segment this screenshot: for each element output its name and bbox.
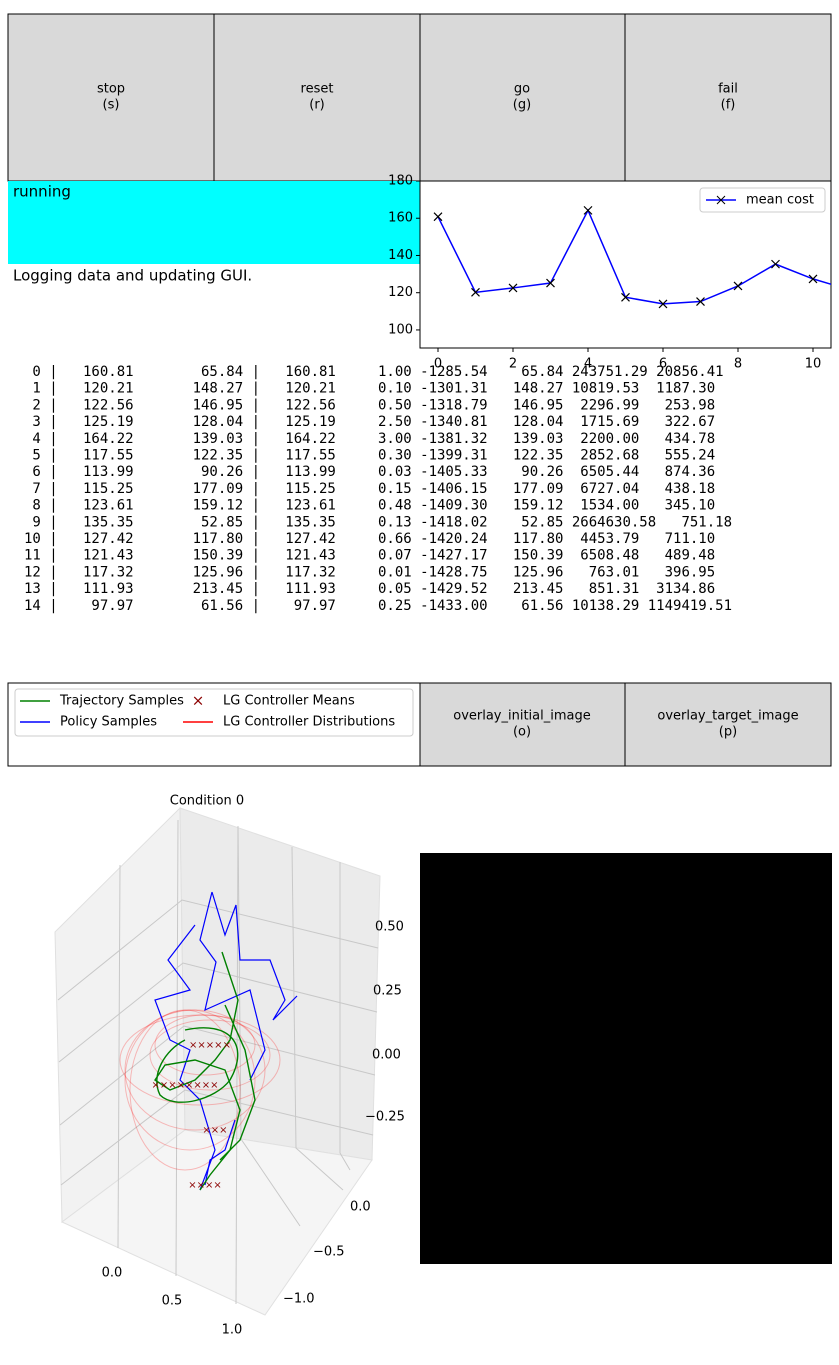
go-button[interactable]: go (g) bbox=[419, 13, 626, 182]
y-tick-label: 180 bbox=[388, 174, 413, 189]
cost-marker bbox=[471, 287, 480, 297]
status-box bbox=[8, 181, 420, 264]
button-key: (o) bbox=[513, 725, 531, 740]
table-row: 9 | 135.35 52.85 | 135.35 0.13 -1418.02 … bbox=[24, 514, 732, 530]
cost-marker bbox=[771, 259, 780, 269]
fail-button[interactable]: fail (f) bbox=[624, 13, 832, 182]
cost-marker bbox=[733, 281, 743, 291]
button-label: fail bbox=[718, 82, 738, 97]
table-row: 0 | 160.81 65.84 | 160.81 1.00 -1285.54 … bbox=[24, 364, 724, 380]
reset-button[interactable]: reset (r) bbox=[213, 13, 421, 182]
y-tick-label: 0.0 bbox=[350, 1200, 371, 1215]
x-tick-label: 2 bbox=[509, 357, 517, 372]
svg-text:×××: ××× bbox=[202, 1125, 227, 1136]
stop-button[interactable]: stop (s) bbox=[7, 13, 215, 182]
y-tick-label: 140 bbox=[388, 248, 413, 263]
button-label: overlay_initial_image bbox=[453, 709, 591, 724]
z-tick-label: −0.25 bbox=[365, 1110, 405, 1125]
cost-marker bbox=[658, 299, 668, 309]
legend-marker: × bbox=[192, 692, 205, 710]
table-row: 5 | 117.55 122.35 | 117.55 0.30 -1399.31… bbox=[24, 448, 715, 464]
table-row: 4 | 164.22 139.03 | 164.22 3.00 -1381.32… bbox=[24, 431, 715, 447]
x-tick-label: 0.5 bbox=[162, 1294, 183, 1309]
button-key: (f) bbox=[721, 98, 736, 113]
overlay-initial-button[interactable]: overlay_initial_image (o) bbox=[419, 682, 626, 767]
table-row: 14 | 97.97 61.56 | 97.97 0.25 -1433.00 6… bbox=[24, 598, 732, 614]
z-tick-label: 0.00 bbox=[372, 1048, 401, 1063]
x-tick-label: 1.0 bbox=[222, 1323, 243, 1338]
table-row: 8 | 123.61 159.12 | 123.61 0.48 -1409.30… bbox=[24, 498, 715, 514]
svg-text:×××××: ××××× bbox=[189, 1040, 231, 1051]
controller-means: ××××× ×××××××× ××× ×××× bbox=[151, 1040, 230, 1191]
z-tick-label: 0.25 bbox=[373, 984, 402, 999]
table-row: 1 | 120.21 148.27 | 120.21 0.10 -1301.31… bbox=[24, 381, 715, 397]
table-row: 12 | 117.32 125.96 | 117.32 0.01 -1428.7… bbox=[24, 564, 715, 580]
x-tick-label: 6 bbox=[659, 357, 667, 372]
button-key: (p) bbox=[719, 725, 737, 740]
pane bbox=[61, 1129, 373, 1316]
button-label: go bbox=[514, 82, 530, 97]
y-tick-label: −1.0 bbox=[283, 1292, 315, 1307]
cost-marker bbox=[433, 212, 443, 222]
button-label: stop bbox=[97, 82, 125, 97]
message-text: Logging data and updating GUI. bbox=[13, 267, 252, 285]
button-label: overlay_target_image bbox=[657, 709, 798, 724]
table-row: 3 | 125.19 128.04 | 125.19 2.50 -1340.81… bbox=[24, 414, 715, 430]
cost-marker bbox=[546, 278, 555, 288]
pane bbox=[179, 807, 381, 1161]
table-row: 13 | 111.93 213.45 | 111.93 0.05 -1429.5… bbox=[24, 581, 715, 597]
legend-frame bbox=[14, 688, 414, 737]
table-row: 6 | 113.99 90.26 | 113.99 0.03 -1405.33 … bbox=[24, 464, 715, 480]
legend-marker bbox=[716, 195, 726, 205]
image-view bbox=[420, 853, 832, 1264]
legend-frame bbox=[699, 187, 826, 213]
legend-text: Policy Samples bbox=[60, 715, 157, 730]
x-tick-label: 0 bbox=[434, 357, 442, 372]
button-key: (g) bbox=[513, 98, 531, 113]
plot-area bbox=[433, 205, 831, 309]
x-tick-label: 4 bbox=[584, 357, 592, 372]
trajectory-samples bbox=[154, 951, 256, 1191]
cost-marker bbox=[583, 205, 593, 215]
cost-marker bbox=[621, 292, 630, 302]
legend-text: LG Controller Distributions bbox=[223, 715, 395, 730]
cost-marker bbox=[696, 297, 705, 306]
x-tick-label: 0.0 bbox=[102, 1266, 123, 1281]
status-text: running bbox=[13, 183, 71, 201]
svg-text:××××: ×××× bbox=[188, 1180, 222, 1191]
table-row: 11 | 121.43 150.39 | 121.43 0.07 -1427.1… bbox=[24, 548, 715, 564]
plot-3d: Condition 0 ××××× ×××××××× ××× ×××× bbox=[54, 794, 405, 1338]
y-tick-label: 100 bbox=[388, 322, 413, 337]
button-key: (r) bbox=[309, 98, 325, 113]
x-tick-label: 10 bbox=[805, 357, 822, 372]
distribution-curves bbox=[119, 1009, 281, 1171]
cost-marker bbox=[508, 283, 518, 293]
legend-text: Trajectory Samples bbox=[59, 694, 184, 709]
y-tick-label: 120 bbox=[388, 285, 413, 300]
grid bbox=[57, 819, 379, 1305]
button-key: (s) bbox=[103, 98, 120, 113]
button-label: reset bbox=[301, 82, 334, 97]
table-row: 2 | 122.56 146.95 | 122.56 0.50 -1318.79… bbox=[24, 397, 715, 413]
legend-text: mean cost bbox=[746, 193, 814, 208]
z-tick-label: 0.50 bbox=[375, 920, 404, 935]
table-row: 7 | 115.25 177.09 | 115.25 0.15 -1406.15… bbox=[24, 481, 715, 497]
y-tick-label: 160 bbox=[388, 211, 413, 226]
svg-text:××××××××: ×××××××× bbox=[151, 1080, 218, 1091]
x-tick-label: 8 bbox=[734, 357, 742, 372]
table-row: 10 | 127.42 117.80 | 127.42 0.66 -1420.2… bbox=[24, 531, 715, 547]
cost-table: 0 | 160.81 65.84 | 160.81 1.00 -1285.54 … bbox=[24, 364, 732, 614]
y-tick-label: −0.5 bbox=[313, 1245, 345, 1260]
legend-text: LG Controller Means bbox=[223, 694, 355, 709]
cost-chart: 100 120 140 160 180 0 2 4 6 8 10 mean cost bbox=[388, 174, 832, 372]
policy-samples bbox=[154, 891, 298, 1191]
cost-marker bbox=[808, 274, 818, 284]
overlay-target-button[interactable]: overlay_target_image (p) bbox=[624, 682, 832, 767]
plot-title: Condition 0 bbox=[170, 794, 244, 809]
